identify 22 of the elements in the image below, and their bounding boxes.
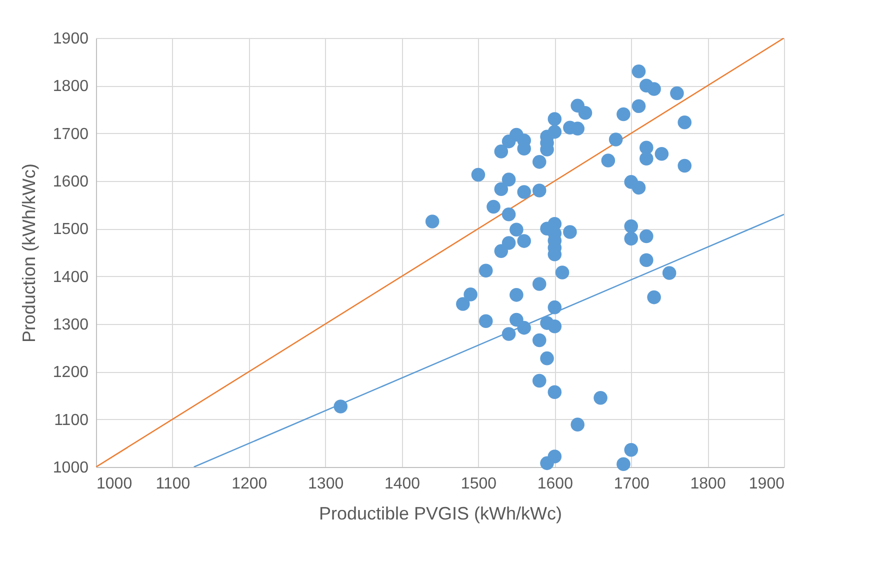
y-tick-label: 1400 xyxy=(52,268,89,286)
x-tick-label: 1500 xyxy=(460,476,497,492)
y-tick-label: 1200 xyxy=(52,364,89,382)
y-tick-label: 1700 xyxy=(52,126,89,143)
x-tick-label: 1100 xyxy=(156,476,190,492)
y-tick-label: 1900 xyxy=(52,30,89,48)
x-tick-label: 1800 xyxy=(690,476,726,492)
y-tick-label: 1500 xyxy=(52,221,89,238)
y-tick-label: 1300 xyxy=(52,316,89,334)
x-tick-label: 1000 xyxy=(96,476,132,492)
x-tick-label: 1600 xyxy=(537,476,574,492)
y-tick-label: 1100 xyxy=(54,412,89,429)
x-tick-label: 1200 xyxy=(232,476,268,492)
x-tick-label: 1300 xyxy=(308,476,344,492)
x-tick-label: 1900 xyxy=(748,476,785,492)
x-axis-title: Productible PVGIS (kWh/kWc) xyxy=(318,504,562,524)
y-tick-label: 1800 xyxy=(52,78,89,96)
y-tick-label: 1600 xyxy=(52,174,89,190)
x-tick-label: 1700 xyxy=(614,476,650,492)
y-axis-title: Production (kWh/kWc) xyxy=(18,163,39,343)
x-tick-label: 1400 xyxy=(384,476,420,492)
y-tick-label: 1000 xyxy=(52,460,89,476)
